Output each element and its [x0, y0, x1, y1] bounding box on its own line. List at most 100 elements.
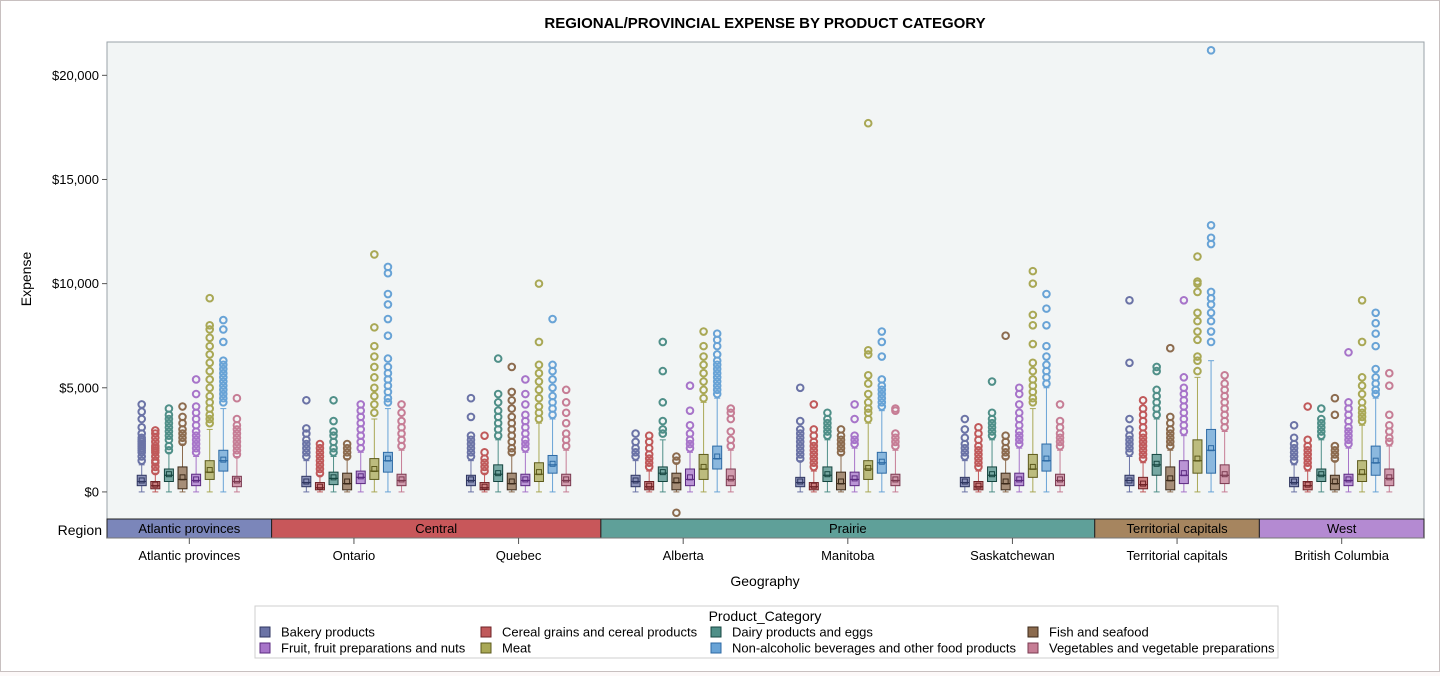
mean-marker: [508, 478, 515, 485]
outlier-point: [644, 454, 654, 463]
outlier-point: [1125, 358, 1134, 368]
outlier-point: [795, 445, 805, 455]
outlier-point: [809, 454, 819, 463]
outlier-point: [712, 377, 722, 386]
mean-marker: [1043, 455, 1050, 462]
outlier-point: [302, 395, 311, 405]
outlier-point: [493, 389, 503, 399]
outlier-point: [877, 389, 887, 399]
outlier-point: [1357, 389, 1367, 399]
outlier-point: [370, 341, 379, 351]
outlier-point: [974, 450, 983, 459]
outlier-point: [891, 433, 900, 443]
mean-marker: [233, 477, 240, 484]
outlier-point: [1344, 431, 1353, 440]
outlier-point: [191, 439, 201, 449]
mean-marker: [1029, 463, 1036, 470]
outlier-point: [548, 375, 557, 384]
outlier-point: [863, 118, 873, 128]
outlier-point: [1330, 441, 1340, 451]
outlier-point: [164, 418, 174, 428]
mean-marker: [549, 460, 556, 467]
outlier-point: [1371, 308, 1380, 318]
outlier-point: [987, 423, 997, 432]
box-series: [136, 46, 1395, 518]
outlier-point: [302, 429, 311, 438]
outlier-point: [219, 398, 228, 407]
mean-marker: [878, 458, 885, 465]
outlier-point: [1357, 416, 1367, 426]
outlier-point: [219, 373, 228, 382]
legend-swatch: [480, 642, 492, 654]
outlier-point: [795, 437, 805, 447]
outlier-point: [1357, 373, 1367, 382]
outlier-point: [891, 429, 900, 438]
mean-marker: [467, 476, 474, 483]
outlier-point: [1001, 448, 1010, 457]
outlier-point: [863, 379, 873, 388]
outlier-point: [191, 431, 201, 440]
box-group: [1289, 295, 1395, 493]
box-group: [795, 118, 901, 493]
outlier-point: [1165, 343, 1175, 353]
mean-marker: [824, 471, 831, 478]
box: [533, 462, 544, 483]
y-tick-label: $10,000: [52, 276, 99, 291]
outlier-point: [178, 437, 187, 447]
x-tick-label: British Columbia: [1294, 548, 1389, 563]
box: [684, 468, 695, 487]
legend-swatch: [480, 626, 492, 638]
outlier-point: [1344, 348, 1353, 357]
y-axis: $0 $5,000 $10,000 $15,000 $20,000: [52, 68, 107, 499]
outlier-point: [1125, 295, 1134, 305]
box: [836, 471, 847, 491]
outlier-point: [836, 425, 846, 434]
outlier-point: [960, 414, 970, 424]
outlier-point: [644, 462, 654, 472]
outlier-point: [836, 443, 846, 453]
legend-swatch: [1027, 626, 1039, 638]
outlier-point: [726, 408, 736, 418]
outlier-point: [1028, 339, 1038, 349]
outlier-point: [480, 458, 489, 468]
box: [136, 474, 147, 487]
outlier-point: [205, 383, 215, 393]
outlier-point: [658, 429, 668, 438]
mean-marker: [714, 453, 721, 460]
x-tick-label: Quebec: [496, 548, 542, 563]
outlier-point: [164, 431, 174, 440]
mean-marker: [1304, 481, 1311, 488]
box: [822, 466, 833, 483]
outlier-point: [466, 393, 476, 403]
outlier-point: [1193, 327, 1202, 336]
region-label: Prairie: [829, 521, 867, 536]
outlier-point: [521, 439, 530, 449]
outlier-point: [1028, 310, 1038, 320]
outlier-point: [219, 325, 228, 334]
outlier-point: [1344, 427, 1353, 436]
outlier-point: [795, 425, 805, 434]
outlier-point: [960, 433, 970, 443]
outlier-point: [1384, 410, 1394, 420]
mean-marker: [1016, 476, 1023, 483]
outlier-point: [315, 448, 325, 457]
outlier-point: [232, 437, 242, 447]
box: [1357, 460, 1368, 483]
region-label: West: [1327, 521, 1357, 536]
mean-marker: [659, 469, 666, 476]
outlier-point: [987, 377, 997, 386]
legend-entry: Cereal grains and cereal products: [502, 625, 698, 640]
plot-area: [106, 41, 1425, 520]
outlier-point: [370, 352, 379, 361]
outlier-point: [1193, 308, 1202, 318]
outlier-point: [712, 373, 722, 382]
outlier-point: [480, 466, 489, 476]
outlier-point: [863, 408, 873, 418]
outlier-point: [383, 314, 393, 324]
box-group: [959, 266, 1066, 493]
outlier-point: [1206, 287, 1216, 297]
outlier-point: [1303, 435, 1312, 445]
mean-marker: [535, 469, 542, 476]
